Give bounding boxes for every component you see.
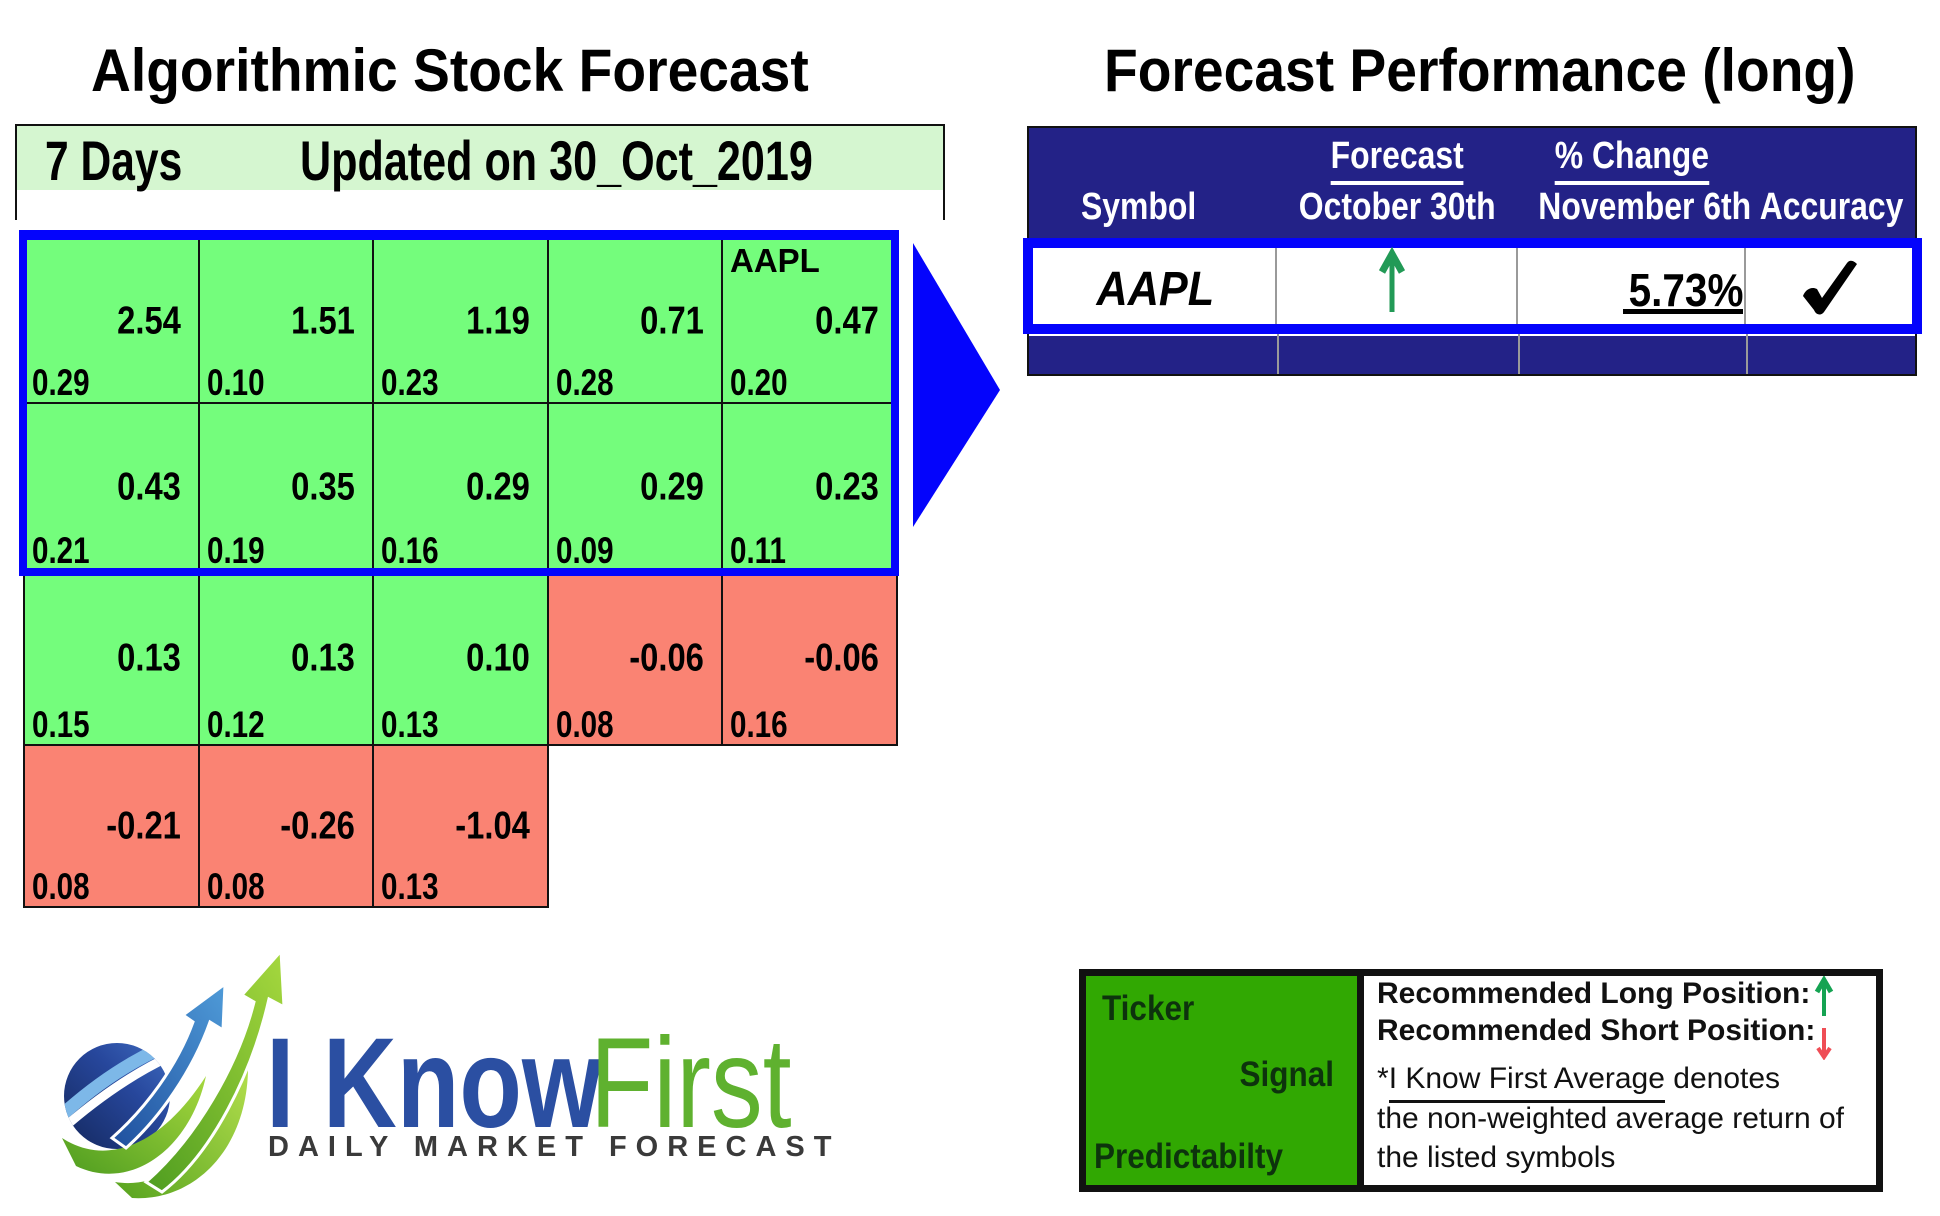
- svg-text:I Know: I Know: [266, 1011, 602, 1155]
- svg-text:First: First: [590, 1012, 792, 1155]
- svg-text:DAILY MARKET FORECAST: DAILY MARKET FORECAST: [268, 1131, 840, 1163]
